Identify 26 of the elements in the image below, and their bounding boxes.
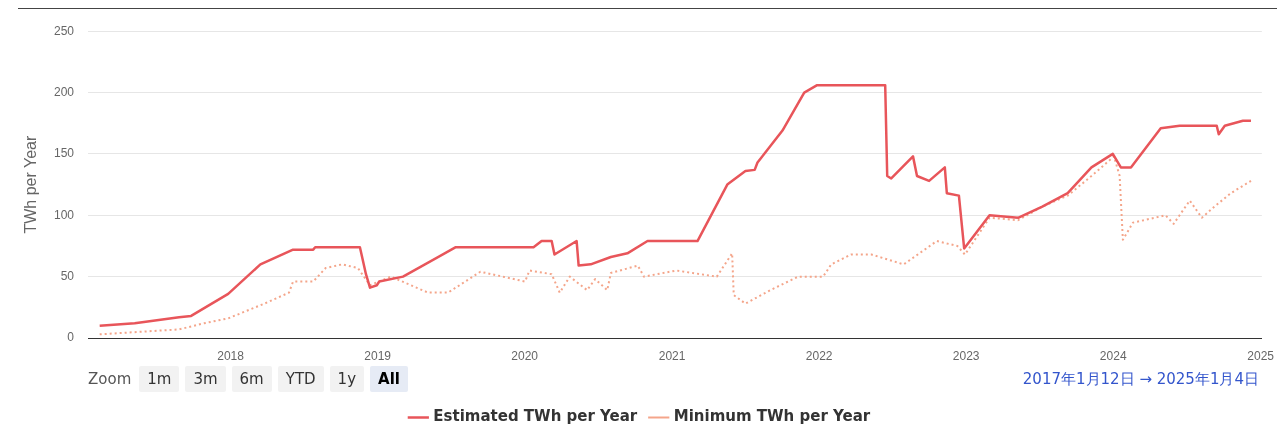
text: YTD <box>277 366 324 392</box>
y-tick-label: 250 <box>53 23 75 38</box>
x-tick-label: 2025 <box>1247 348 1275 363</box>
legend-label: Minimum TWh per Year <box>673 407 871 426</box>
y-tick-label: 200 <box>53 84 75 99</box>
text: 1m <box>139 366 180 392</box>
x-tick-label: 2024 <box>1099 348 1127 363</box>
x-tick-label: 2018 <box>217 348 245 363</box>
text: 2017年1月12日 → 2025年1月4日 <box>1022 370 1259 389</box>
y-tick-label: 50 <box>60 268 75 283</box>
y-axis-title: TWh per Year <box>22 135 40 234</box>
text: 3m <box>185 366 226 392</box>
y-tick-label: 0 <box>67 330 75 345</box>
x-tick-label: 2022 <box>805 348 833 363</box>
x-tick-label: 2021 <box>658 348 686 363</box>
x-tick-label: 2020 <box>511 348 539 363</box>
legend-label: Estimated TWh per Year <box>433 407 638 426</box>
text: Zoom <box>88 370 132 388</box>
line-series <box>98 155 1252 336</box>
x-tick-label: 2023 <box>952 348 980 363</box>
text: All <box>370 366 408 392</box>
y-tick-label: 150 <box>53 146 75 161</box>
text: 1y <box>329 366 365 392</box>
text: 6m <box>231 366 272 392</box>
y-tick-label: 100 <box>53 207 75 222</box>
x-tick-label: 2019 <box>364 348 392 363</box>
